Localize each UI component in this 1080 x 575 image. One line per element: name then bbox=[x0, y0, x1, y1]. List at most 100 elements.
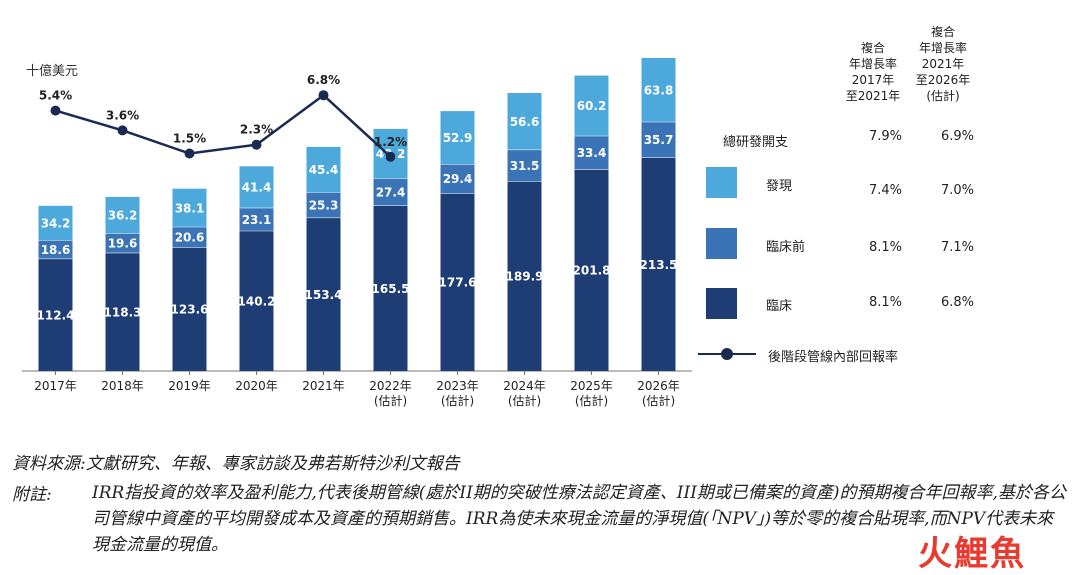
x-tick-label: 2019年 bbox=[168, 379, 211, 393]
bar-value-label: 60.2 bbox=[577, 99, 607, 113]
bar-value-label: 165.5 bbox=[372, 282, 410, 296]
legend-label-preclinical: 臨床前 bbox=[766, 240, 806, 255]
bar-value-label: 45.4 bbox=[309, 163, 339, 177]
bar-discovery bbox=[507, 93, 542, 150]
note-text: IRR指投資的效率及盈利能力,代表後期管線(處於II期的突破性療法認定資產、II… bbox=[92, 483, 1066, 555]
total-cagr-2: 6.9% bbox=[940, 129, 974, 144]
bar-clinical bbox=[507, 181, 542, 371]
legend-label-irr: 後階段管線內部回報率 bbox=[768, 350, 899, 365]
header-line: 年增長率 bbox=[918, 41, 967, 55]
bar-value-label: 20.6 bbox=[175, 231, 205, 245]
clinical-cagr-1: 8.1% bbox=[868, 295, 902, 310]
bar-value-label: 25.3 bbox=[309, 198, 339, 212]
header-line: (估計) bbox=[926, 89, 960, 103]
bar-clinical bbox=[440, 193, 475, 371]
bar-discovery bbox=[440, 111, 475, 164]
bar-preclinical bbox=[507, 149, 542, 182]
header-line: 2021年 bbox=[921, 57, 965, 71]
bar-value-label: 213.5 bbox=[640, 258, 678, 272]
bar-preclinical bbox=[105, 233, 140, 253]
irr-point bbox=[117, 125, 128, 136]
bar-value-label: 41.4 bbox=[242, 181, 272, 195]
bar-value-label: 201.8 bbox=[573, 264, 611, 278]
x-tick-label: (估計) bbox=[441, 393, 474, 408]
bar-value-label: 118.3 bbox=[104, 305, 142, 319]
x-tick-label: 2020年 bbox=[235, 379, 278, 393]
irr-value-label: 1.2% bbox=[374, 135, 407, 149]
bar-value-label: 18.6 bbox=[41, 243, 71, 257]
x-tick-label: 2021年 bbox=[302, 379, 345, 393]
bar-discovery bbox=[641, 58, 676, 122]
irr-line bbox=[55, 93, 392, 158]
x-tick-label: 2022年 bbox=[369, 379, 412, 393]
irr-value-label: 3.6% bbox=[106, 108, 139, 122]
bar-discovery bbox=[105, 196, 140, 234]
x-tick-label: 2023年 bbox=[436, 379, 479, 393]
discovery-cagr-1: 7.4% bbox=[868, 183, 902, 198]
header-line: 2017年 bbox=[851, 73, 895, 87]
bar-preclinical bbox=[440, 164, 475, 194]
bar-preclinical bbox=[38, 240, 73, 259]
bar-discovery bbox=[239, 166, 274, 208]
bar-value-label: 63.8 bbox=[644, 83, 674, 97]
bar-preclinical bbox=[641, 121, 676, 158]
header-line: 複合 bbox=[860, 41, 885, 55]
bar-preclinical bbox=[373, 178, 408, 206]
bar-discovery bbox=[172, 188, 207, 227]
x-tick-label: (估計) bbox=[508, 393, 541, 408]
bar-preclinical bbox=[172, 226, 207, 248]
discovery-cagr-2: 7.0% bbox=[940, 183, 974, 198]
irr-point bbox=[251, 139, 262, 150]
bar-clinical bbox=[574, 169, 609, 371]
bar-clinical bbox=[105, 252, 140, 371]
bar-value-label: 36.2 bbox=[108, 209, 138, 223]
bar-value-label: 112.4 bbox=[37, 308, 75, 322]
x-tick-label: 2026年 bbox=[637, 379, 680, 393]
bar-discovery bbox=[306, 146, 341, 193]
bar-value-label: 56.6 bbox=[510, 115, 540, 129]
header-line: 至2021年 bbox=[845, 89, 901, 103]
bar-value-label: 38.1 bbox=[175, 201, 205, 215]
clinical-cagr-2: 6.8% bbox=[940, 295, 974, 310]
bar-value-label: 19.6 bbox=[108, 236, 138, 250]
irr-point bbox=[318, 90, 329, 101]
legend-total-label: 總研發開支 bbox=[723, 135, 789, 150]
irr-point bbox=[385, 151, 396, 162]
bar-preclinical bbox=[574, 135, 609, 170]
legend-swatch-clinical bbox=[706, 288, 737, 319]
header-line: 至2026年 bbox=[915, 73, 971, 87]
bar-value-label: 153.4 bbox=[305, 288, 343, 302]
bar-value-label: 189.9 bbox=[506, 270, 544, 284]
legend-label-discovery: 發現 bbox=[766, 179, 793, 194]
x-tick-label: (估計) bbox=[642, 393, 675, 408]
source-note: 資料來源:文獻研究、年報、專家訪談及弗若斯特沙利文報告 bbox=[12, 454, 460, 474]
irr-value-label: 2.3% bbox=[240, 123, 273, 137]
irr-point bbox=[184, 148, 195, 159]
irr-value-label: 6.8% bbox=[307, 73, 340, 87]
header-line: 複合 bbox=[930, 25, 955, 39]
bar-clinical bbox=[306, 217, 341, 371]
bar-value-label: 35.7 bbox=[644, 133, 674, 147]
irr-value-label: 5.4% bbox=[39, 89, 72, 103]
bar-value-label: 29.4 bbox=[443, 172, 473, 186]
bar-value-label: 33.4 bbox=[577, 146, 607, 160]
legend-label-clinical: 臨床 bbox=[766, 299, 793, 314]
irr-value-label: 1.5% bbox=[173, 132, 206, 146]
irr-point bbox=[50, 105, 61, 116]
watermark-logo: 火鯉魚 bbox=[918, 534, 1026, 574]
x-tick-label: (估計) bbox=[575, 393, 608, 408]
legend-marker-irr bbox=[721, 348, 733, 360]
cagr-header-2021-2026: 複合 年增長率 2021年 至2026年 (估計) bbox=[908, 24, 978, 104]
bar-value-label: 177.6 bbox=[439, 276, 477, 290]
bar-value-label: 31.5 bbox=[510, 159, 540, 173]
x-tick-label: 2018年 bbox=[101, 379, 144, 393]
bar-preclinical bbox=[239, 207, 274, 231]
bar-clinical bbox=[641, 157, 676, 371]
bar-value-label: 34.2 bbox=[41, 216, 71, 230]
unit-label: 十億美元 bbox=[26, 64, 79, 79]
legend-swatch-discovery bbox=[706, 167, 737, 198]
bar-clinical bbox=[38, 258, 73, 371]
bar-value-label: 123.6 bbox=[171, 303, 209, 317]
total-cagr-1: 7.9% bbox=[868, 129, 902, 144]
bar-clinical bbox=[172, 247, 207, 371]
